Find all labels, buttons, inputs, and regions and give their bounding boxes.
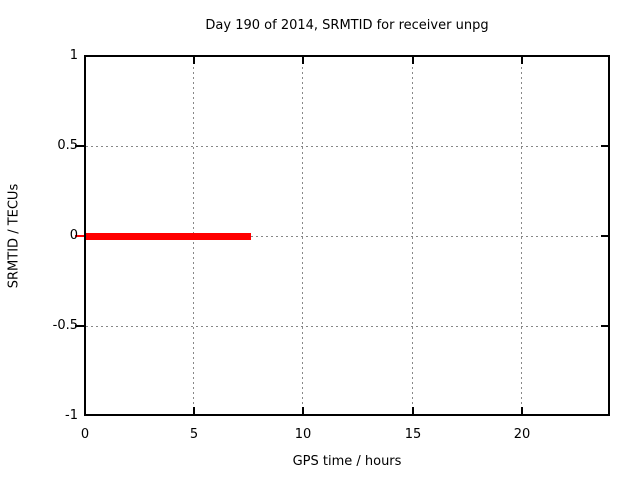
horizontal-gridline [86,146,608,147]
data-line-srmtid [86,233,251,240]
y-tick-left-out [75,145,84,147]
horizontal-gridline [86,326,608,327]
x-tick-top [521,57,523,64]
x-tick-top [412,57,414,64]
y-tick-label: 0.5 [57,138,78,153]
vertical-gridline [412,57,413,414]
vertical-gridline [521,57,522,414]
x-tick-label: 5 [189,427,199,442]
x-tick-top [302,57,304,64]
x-tick-bottom [302,407,304,414]
y-tick-right [601,325,608,327]
x-tick-label: 20 [513,427,531,442]
x-tick-bottom [412,407,414,414]
x-tick-label: 0 [80,427,90,442]
chart-title: Day 190 of 2014, SRMTID for receiver unp… [205,18,489,33]
x-tick-bottom [193,407,195,414]
x-tick-label: 10 [294,427,312,442]
y-tick-label: 1 [69,48,78,63]
x-tick-top [193,57,195,64]
y-tick-right [601,235,608,237]
y-tick-left-out [75,325,84,327]
y-tick-right [601,145,608,147]
y-tick-label: -1 [65,408,78,423]
horizontal-gridline [86,236,608,237]
x-axis-label: GPS time / hours [292,454,402,469]
y-tick-label: 0 [69,228,78,243]
y-tick-label: -0.5 [52,318,78,333]
x-tick-bottom [521,407,523,414]
y-tick-left-out [75,235,84,237]
vertical-gridline [302,57,303,414]
x-tick-label: 15 [404,427,422,442]
